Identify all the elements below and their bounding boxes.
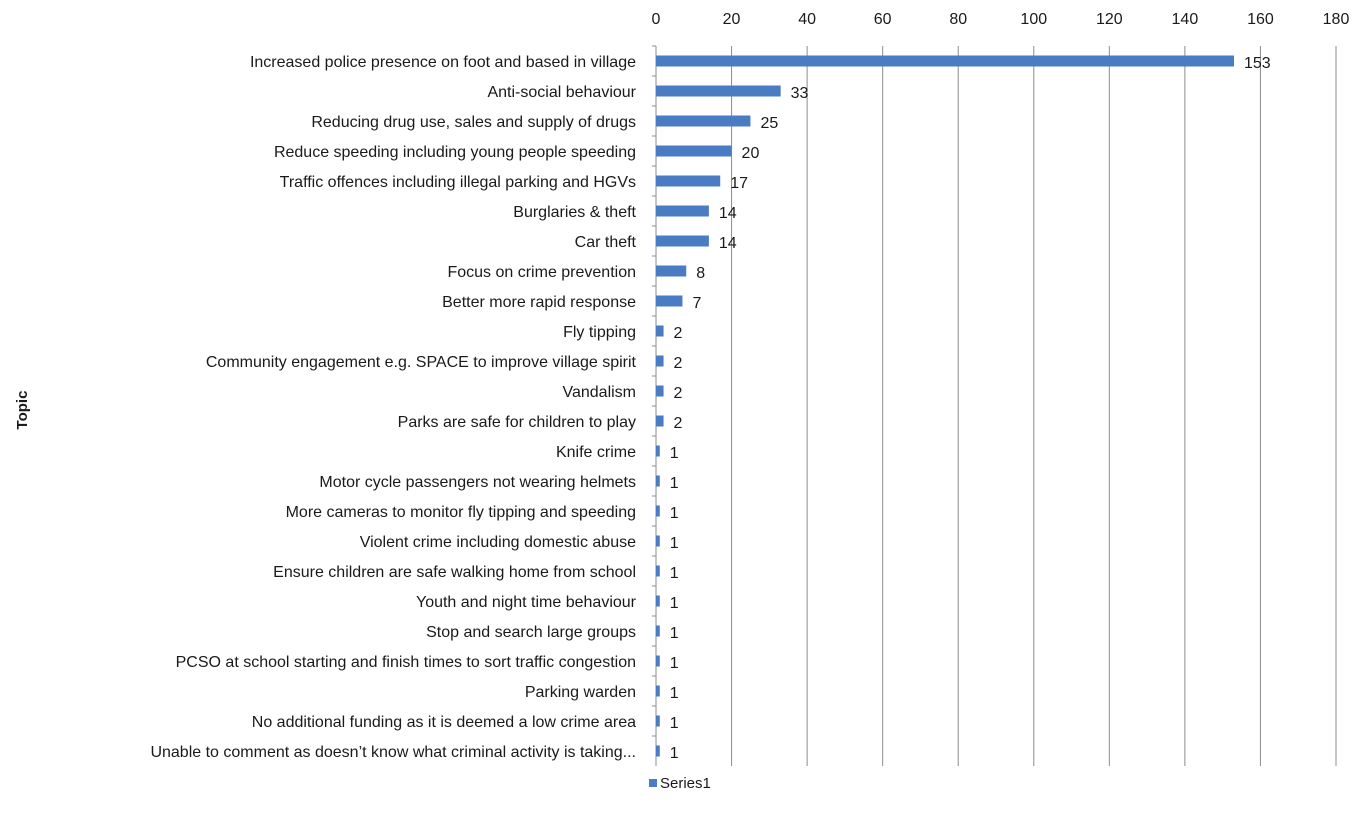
data-label: 1 (670, 565, 679, 582)
x-tick-label: 100 (1020, 11, 1047, 28)
data-label: 14 (719, 235, 737, 252)
category-label: Youth and night time behaviour (416, 594, 637, 611)
y-axis-title: Topic (14, 391, 31, 430)
data-label: 1 (670, 595, 679, 612)
bar[interactable] (656, 745, 660, 757)
data-label: 1 (670, 655, 679, 672)
category-label: Knife crime (556, 444, 636, 461)
bar[interactable] (656, 325, 664, 337)
category-label: Motor cycle passengers not wearing helme… (319, 474, 636, 491)
x-tick-label: 60 (874, 11, 892, 28)
category-label: Violent crime including domestic abuse (360, 534, 636, 551)
data-label: 14 (719, 205, 737, 222)
x-tick-label: 40 (798, 11, 816, 28)
category-label: Parking warden (525, 684, 636, 701)
category-label: Increased police presence on foot and ba… (250, 54, 636, 71)
category-label: More cameras to monitor fly tipping and … (286, 504, 636, 521)
bars (652, 45, 1234, 757)
x-tick-label: 20 (723, 11, 741, 28)
category-label: Stop and search large groups (426, 624, 636, 641)
x-tick-label: 80 (949, 11, 967, 28)
category-label: Better more rapid response (442, 294, 636, 311)
bar[interactable] (656, 355, 664, 367)
data-label: 8 (696, 265, 705, 282)
category-label: Burglaries & theft (513, 204, 636, 221)
data-label: 25 (760, 115, 778, 132)
bar[interactable] (656, 505, 660, 517)
data-label: 2 (674, 355, 683, 372)
data-label: 1 (670, 505, 679, 522)
bar[interactable] (656, 145, 732, 157)
gridlines (731, 46, 1337, 766)
category-label: Fly tipping (563, 324, 636, 341)
bar[interactable] (656, 85, 781, 97)
category-label: Ensure children are safe walking home fr… (273, 564, 636, 581)
bar[interactable] (656, 715, 660, 727)
category-label: Traffic offences including illegal parki… (280, 174, 636, 191)
bar[interactable] (656, 235, 709, 247)
data-label: 1 (670, 745, 679, 762)
bar[interactable] (656, 565, 660, 577)
category-label: Parks are safe for children to play (398, 414, 636, 431)
x-tick-label: 160 (1247, 11, 1274, 28)
x-axis-ticks: 0 20 40 60 80 100 120 140 160 180 (652, 11, 1350, 28)
data-label: 33 (791, 85, 809, 102)
category-label: Unable to comment as doesn’t know what c… (150, 744, 636, 761)
bar[interactable] (656, 595, 660, 607)
data-label: 1 (670, 445, 679, 462)
x-tick-label: 120 (1096, 11, 1123, 28)
bar[interactable] (656, 445, 660, 457)
category-label: No additional funding as it is deemed a … (252, 714, 636, 731)
data-label: 2 (674, 385, 683, 402)
bar[interactable] (656, 175, 721, 187)
bar[interactable] (656, 625, 660, 637)
category-label: Community engagement e.g. SPACE to impro… (206, 354, 637, 371)
bar[interactable] (656, 265, 687, 277)
data-label: 153 (1244, 55, 1271, 72)
bar[interactable] (656, 415, 664, 427)
legend-label: Series1 (660, 775, 711, 792)
category-label: Vandalism (562, 384, 636, 401)
bar[interactable] (656, 535, 660, 547)
legend-swatch (649, 779, 657, 787)
bar[interactable] (656, 475, 660, 487)
data-label: 1 (670, 685, 679, 702)
category-label: Anti-social behaviour (487, 84, 636, 101)
category-labels: Increased police presence on foot and ba… (150, 54, 636, 761)
bar[interactable] (656, 55, 1234, 67)
data-label: 1 (670, 715, 679, 732)
category-label: Reducing drug use, sales and supply of d… (311, 114, 636, 131)
category-label: Reduce speeding including young people s… (274, 144, 636, 161)
data-label: 2 (674, 325, 683, 342)
data-label: 7 (692, 295, 701, 312)
data-label: 1 (670, 535, 679, 552)
data-label: 1 (670, 625, 679, 642)
category-label: Car theft (575, 234, 637, 251)
legend[interactable]: Series1 (649, 775, 711, 792)
x-tick-label: 0 (652, 11, 661, 28)
data-label: 17 (730, 175, 748, 192)
x-tick-label: 140 (1172, 11, 1199, 28)
bar[interactable] (656, 385, 664, 397)
bar[interactable] (656, 655, 660, 667)
category-label: Focus on crime prevention (447, 264, 636, 281)
bar[interactable] (656, 115, 751, 127)
bar[interactable] (656, 205, 709, 217)
data-label: 20 (742, 145, 760, 162)
bar[interactable] (656, 685, 660, 697)
category-label: PCSO at school starting and finish times… (176, 654, 636, 671)
bar[interactable] (656, 295, 683, 307)
x-tick-label: 180 (1323, 11, 1350, 28)
data-label: 1 (670, 475, 679, 492)
data-label: 2 (674, 415, 683, 432)
